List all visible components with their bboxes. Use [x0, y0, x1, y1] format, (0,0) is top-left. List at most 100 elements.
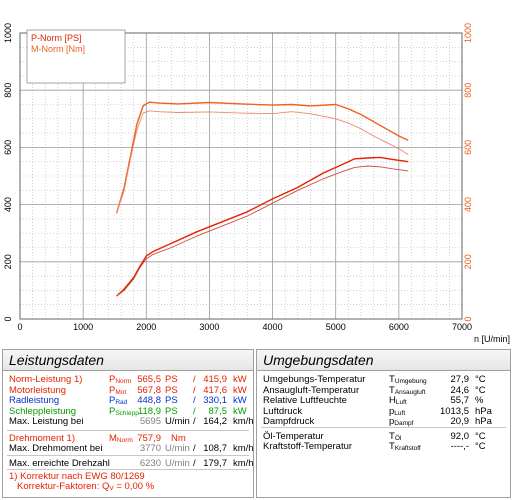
symbol-subscript: Umgebung: [394, 378, 427, 385]
y-left-tick-label: 400: [3, 197, 13, 212]
legend-entry: M-Norm [Nm]: [31, 44, 85, 54]
symbol-subscript: Luft: [394, 409, 406, 417]
unit-2: kW: [233, 384, 247, 396]
env-row: Luftdruck pLuft 1013,5 hPa: [263, 406, 507, 417]
row-label: Motorleistung: [9, 384, 67, 396]
x-tick-label: 7000: [452, 322, 472, 332]
y-right-tick-label: 800: [463, 83, 473, 98]
y-left-tick-label: 200: [3, 254, 13, 269]
row-label: Schleppleistung: [9, 405, 77, 417]
legend-box: [26, 29, 126, 84]
slash: /: [193, 405, 196, 417]
data-row: Norm-Leistung 1) PNorm 565,5 PS / 415,9 kW: [9, 374, 249, 385]
value-2: 415,9: [203, 374, 227, 385]
row-label: Radleistung: [9, 395, 60, 406]
legend-entry: P-Norm [PS]: [31, 33, 82, 43]
x-tick-label: 1000: [73, 322, 93, 332]
env-row: Kraftstoff-Temperatur TKraftstoff ----,- °C: [263, 441, 507, 452]
unit-2: km/h: [233, 458, 254, 469]
env-row: Ansaugluft-Temperatur TAnsaugluft 24,6 °C: [263, 385, 507, 396]
data-row: Radleistung PRad 448,8 PS / 330,1 kW: [9, 395, 249, 406]
row-label: Luftdruck: [263, 405, 303, 417]
row-label: Max. Drehmoment bei: [9, 443, 103, 454]
env-row: Dampfdruck pDampf 20,9 hPa: [263, 416, 507, 427]
value-1: 448,8: [137, 395, 161, 406]
symbol: PNorm: [109, 374, 132, 385]
row-label: Ansaugluft-Temperatur: [263, 384, 360, 396]
y-left-tick-label: 600: [3, 140, 13, 155]
unit-1: U/min: [165, 416, 190, 427]
symbol-subscript: Mot: [115, 388, 127, 396]
plot-border: [19, 32, 463, 320]
value-2: 179,7: [203, 458, 227, 469]
symbol: PMot: [109, 384, 127, 396]
env-row: Relative Luftfeuchte HLuft 55,7%: [263, 395, 507, 406]
value-1: 757,9: [137, 433, 161, 444]
value-2: 330,1: [203, 395, 227, 406]
env-row: Öl-Temperatur TÖl 92,0 °C: [263, 431, 507, 442]
row-label: Kraftstoff-Temperatur: [263, 441, 353, 452]
symbol-subscript: Dampf: [394, 420, 414, 427]
symbol: PSchlepp: [109, 405, 139, 417]
value-1: 567,8: [137, 384, 161, 396]
row-label: Max. erreichte Drehzahl: [9, 458, 110, 469]
value-1: 6230: [139, 458, 161, 469]
symbol-subscript: Öl: [394, 434, 402, 442]
row-label: Norm-Leistung 1): [9, 374, 83, 385]
separator: [261, 427, 506, 428]
environment-data-title: Umgebungsdaten: [257, 350, 510, 371]
unit-1: U/min: [165, 458, 190, 469]
row-label: Umgebungs-Temperatur: [263, 374, 366, 385]
y-left-tick-label: 0: [3, 316, 13, 321]
y-left-tick-label: 800: [3, 83, 13, 98]
series-line-2: [115, 101, 409, 214]
separator: [7, 455, 249, 456]
symbol: pLuft: [389, 405, 406, 417]
symbol: MNorm: [109, 433, 133, 444]
data-row: Max. Leistung bei 5695 U/min/ 164,2 km/h: [9, 416, 254, 427]
environment-data-panel: Umgebungsdaten Umgebungs-Temperatur TUmge…: [256, 349, 511, 498]
x-tick-label: 5000: [326, 322, 346, 332]
y-right-tick-label: 1000: [463, 23, 473, 43]
symbol-subscript: Luft: [395, 399, 407, 406]
row-label: Relative Luftfeuchte: [263, 395, 347, 406]
x-tick-label: 2000: [136, 322, 156, 332]
value: 20,9: [450, 416, 470, 427]
value-1: 118,9: [137, 405, 161, 417]
value: ----,-: [450, 441, 469, 452]
value-2: 108,7: [203, 443, 227, 454]
symbol: PRad: [109, 395, 128, 406]
max-rpm-row: Max. erreichte Drehzahl 6230 U/min/ 179,7 km…: [9, 458, 254, 469]
value: 92,0: [450, 430, 470, 442]
symbol-subscript: Ansaugluft: [394, 388, 426, 396]
data-row: Motorleistung PMot 567,8 PS / 417,6 kW: [9, 385, 249, 396]
unit-2: km/h: [233, 416, 254, 427]
unit-2: kW: [233, 405, 247, 417]
y-right-tick-label: 600: [463, 140, 473, 155]
symbol: TUmgebung: [389, 374, 427, 385]
x-tick-label: 4000: [263, 322, 283, 332]
unit-1: PS: [165, 395, 178, 406]
slash: /: [193, 384, 196, 396]
symbol: TAnsaugluft: [389, 384, 426, 396]
data-row: Schleppleistung PSchlepp 118,9 PS / 87,5 kW: [9, 406, 249, 417]
x-tick-label: 0: [17, 322, 22, 332]
performance-data-panel: Leistungsdaten Norm-Leistung 1) PNorm 565,…: [2, 349, 254, 498]
value-1: 565,5: [137, 374, 161, 385]
y-left-tick-label: 1000: [3, 23, 13, 43]
row-label: Dampfdruck: [263, 416, 315, 427]
row-label: Max. Leistung bei: [9, 416, 84, 427]
row-label: Öl-Temperatur: [263, 430, 324, 442]
unit-1: PS: [165, 405, 178, 417]
slash: /: [193, 374, 196, 385]
y-right-tick-label: 200: [463, 254, 473, 269]
value-2: 87,5: [208, 405, 228, 417]
value: 24,6: [450, 384, 470, 396]
env-row: Umgebungs-Temperatur TUmgebung 27,9 °C: [263, 374, 507, 385]
symbol-subscript: Norm: [116, 437, 133, 444]
y-right-tick-label: 0: [463, 316, 473, 321]
value: 1013,5: [439, 405, 469, 417]
symbol-subscript: Rad: [115, 399, 128, 406]
value: 27,9: [450, 374, 470, 385]
